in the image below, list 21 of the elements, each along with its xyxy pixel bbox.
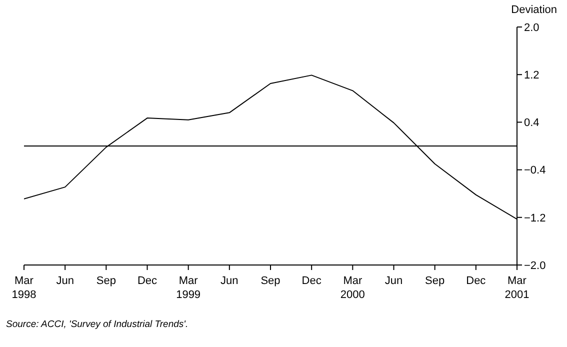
x-tick-label: Mar 1999 <box>176 275 201 301</box>
x-tick-label: Dec <box>466 275 486 287</box>
x-tick-label: Sep <box>260 275 280 287</box>
y-tick-label: −2.0 <box>524 260 546 272</box>
y-axis-title: Deviation <box>511 4 557 16</box>
y-tick-label: −0.4 <box>524 164 546 177</box>
x-tick-label: Sep <box>425 275 445 287</box>
x-tick-label: Jun <box>56 275 74 287</box>
x-tick-label: Dec <box>137 275 158 287</box>
x-tick-label: Mar 1998 <box>12 275 36 301</box>
y-tick-label: −1.2 <box>524 212 546 224</box>
y-tick-label: 2.0 <box>524 22 540 34</box>
x-tick-label: Jun <box>384 275 403 287</box>
x-tick-label: Sep <box>96 275 116 287</box>
x-tick-label: Jun <box>220 275 238 287</box>
x-tick-label: Dec <box>302 275 322 287</box>
y-tick-label: 1.2 <box>524 70 540 82</box>
x-tick-label: Mar 2000 <box>340 275 365 301</box>
source-note: Source: ACCI, 'Survey of Industrial Trends'. <box>6 319 188 330</box>
y-tick-label: 0.4 <box>524 117 540 130</box>
x-tick-label: Mar 2001 <box>504 275 530 301</box>
